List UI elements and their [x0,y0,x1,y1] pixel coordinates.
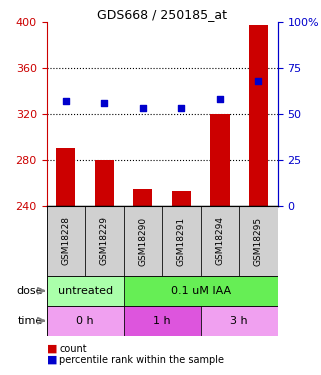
Bar [172,191,191,206]
Bar [201,206,239,276]
Bar [201,306,278,336]
Text: 0 h: 0 h [76,316,94,326]
Text: ■: ■ [47,355,57,365]
Bar [95,160,114,206]
Bar [47,206,85,276]
Title: GDS668 / 250185_at: GDS668 / 250185_at [97,8,227,21]
Point [217,96,222,102]
Text: GSM18228: GSM18228 [61,216,70,266]
Point [63,98,68,104]
Bar [210,114,230,206]
Text: 0.1 uM IAA: 0.1 uM IAA [170,286,231,296]
Text: GSM18291: GSM18291 [177,216,186,266]
Point [140,105,145,111]
Text: time: time [17,316,43,326]
Point [102,100,107,106]
Bar [85,206,124,276]
Text: GSM18295: GSM18295 [254,216,263,266]
Bar [47,276,124,306]
Text: percentile rank within the sample: percentile rank within the sample [59,355,224,365]
Point [179,105,184,111]
Bar [124,206,162,276]
Bar [239,206,278,276]
Text: GSM18294: GSM18294 [215,216,224,266]
Bar [124,276,278,306]
Point [256,78,261,84]
Text: 1 h: 1 h [153,316,171,326]
Text: untreated: untreated [57,286,113,296]
Text: GSM18229: GSM18229 [100,216,109,266]
Bar [162,206,201,276]
Bar [133,189,152,206]
Text: count: count [59,344,87,354]
Text: ■: ■ [47,344,57,354]
Bar [56,148,75,206]
Bar [124,306,201,336]
Text: dose: dose [16,286,43,296]
Bar [47,306,124,336]
Text: 3 h: 3 h [230,316,248,326]
Text: GSM18290: GSM18290 [138,216,147,266]
Bar [249,25,268,206]
